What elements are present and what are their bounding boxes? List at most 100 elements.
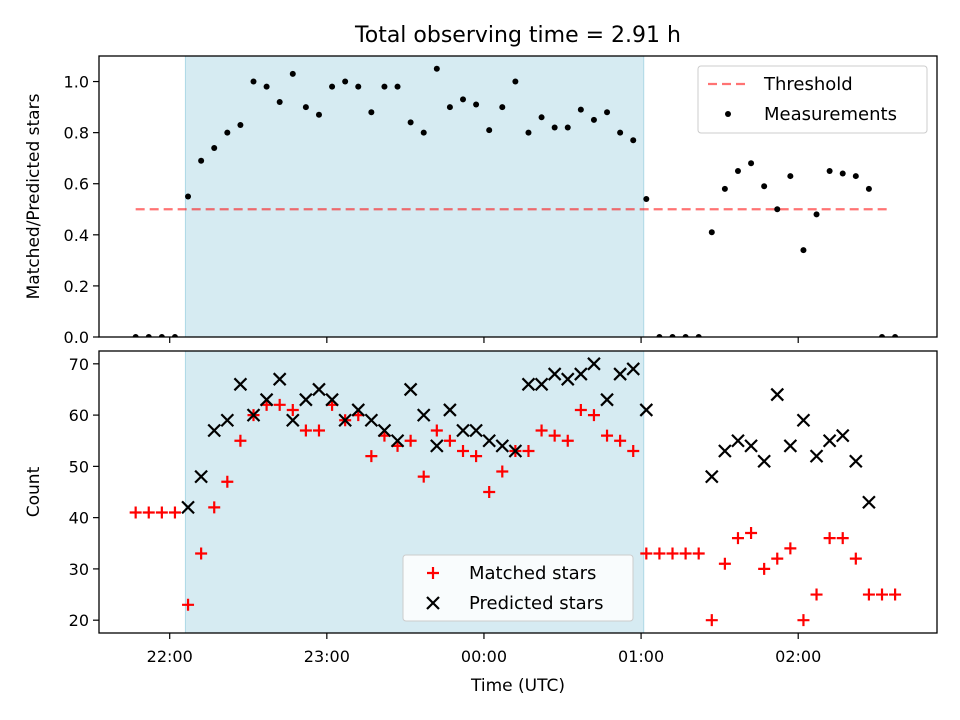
matched-star-point (195, 547, 208, 560)
matched-star-point (155, 506, 168, 519)
predicted-star-point (299, 392, 313, 407)
x-tick-label: 22:00 (147, 647, 193, 666)
predicted-star-point (233, 377, 248, 392)
predicted-star-point (194, 469, 208, 484)
measurement-point (132, 334, 139, 337)
measurement-point (761, 183, 768, 190)
matched-star-point (483, 486, 496, 498)
predicted-star-point (639, 403, 654, 417)
measurement-point (420, 129, 427, 136)
matched-star-point (836, 532, 849, 545)
matched-star-point (286, 403, 299, 416)
measurement-point (263, 83, 270, 90)
matched-star-point (548, 429, 561, 442)
predicted-star-point (705, 469, 719, 484)
measurement-point (656, 334, 663, 337)
matched-star-point (876, 588, 889, 601)
measurement-point (211, 144, 218, 151)
predicted-star-point (495, 439, 510, 453)
matched-star-point (862, 588, 875, 601)
matched-star-point (797, 614, 810, 627)
matched-star-point (208, 501, 221, 514)
y-tick-label: 70 (69, 355, 89, 374)
matched-star-point (601, 429, 614, 442)
predicted-star-point (430, 439, 444, 453)
measurement-point (460, 96, 467, 103)
predicted-star-point (574, 367, 588, 381)
y-axis-label: Count (24, 466, 44, 517)
y-tick-label: 0.4 (64, 226, 89, 245)
y-tick-label: 50 (69, 457, 89, 476)
matched-star-point (312, 424, 325, 437)
legend-box (402, 554, 634, 622)
predicted-star-point (364, 413, 379, 427)
matched-star-point (561, 434, 574, 447)
matched-star-point (731, 532, 744, 545)
y-tick-label: 20 (69, 611, 89, 630)
measurement-point (394, 83, 401, 90)
measurement-point (669, 334, 676, 337)
predicted-star-point (351, 403, 366, 417)
predicted-star-point (325, 392, 339, 407)
measurement-point (800, 247, 807, 254)
matched-star-point (614, 434, 627, 447)
matched-star-point (745, 527, 758, 540)
measurement-point (813, 211, 820, 218)
predicted-star-point (547, 367, 562, 381)
matched-star-point (496, 465, 509, 478)
measurement-point (407, 119, 414, 126)
predicted-star-point (744, 439, 758, 453)
matched-star-point (758, 562, 771, 575)
measurement-point (787, 173, 794, 180)
matched-star-point (142, 506, 155, 519)
measurement-point (289, 70, 296, 77)
matched-star-point (640, 547, 653, 560)
axes-frame (98, 350, 938, 634)
measurement-point (237, 121, 244, 128)
predicted-star-point (508, 444, 523, 458)
measurement-point (879, 334, 886, 337)
measurement-point (158, 334, 165, 337)
y-tick-label: 1.0 (64, 73, 89, 92)
matched-star-point (168, 506, 181, 519)
predicted-star-point (259, 392, 274, 407)
measurement-point (682, 334, 689, 337)
predicted-star-point (482, 433, 496, 448)
x-tick-label: 00:00 (461, 647, 507, 666)
predicted-star-point (312, 382, 326, 397)
predicted-star-point (731, 433, 745, 448)
matched-star-point (535, 424, 548, 437)
measurement-point (617, 129, 624, 136)
measurement-point (315, 111, 322, 118)
measurement-point (604, 109, 611, 116)
measurement-point (342, 78, 349, 85)
predicted-star-point (377, 423, 392, 438)
measurement-point (198, 157, 205, 164)
measurement-point (446, 104, 453, 111)
legend-box (697, 65, 928, 134)
measurement-point (525, 129, 532, 136)
measurement-point (892, 334, 899, 337)
measurement-point (643, 196, 650, 203)
measurement-point (329, 83, 336, 90)
matched-star-point (129, 506, 142, 519)
measurement-point (499, 104, 506, 111)
measurement-point (276, 98, 283, 105)
predicted-star-point (757, 454, 771, 469)
x-tick-label: 01:00 (618, 647, 664, 666)
matched-star-point (823, 532, 836, 545)
measurement-point (538, 114, 545, 121)
predicted-star-point (600, 392, 614, 407)
matched-star-point (457, 444, 470, 457)
legend-threshold-label: Threshold (763, 74, 853, 95)
measurement-point (381, 83, 388, 90)
figure-title: Total observing time = 2.91 h (354, 23, 681, 48)
predicted-star-point (246, 408, 261, 422)
predicted-star-point (286, 413, 300, 427)
measurement-point (721, 185, 728, 192)
x-tick-label: 23:00 (304, 647, 350, 666)
measurement-point (564, 124, 571, 131)
measurement-point (839, 170, 846, 177)
matched-star-point (574, 403, 587, 416)
measurement-point (695, 334, 702, 337)
